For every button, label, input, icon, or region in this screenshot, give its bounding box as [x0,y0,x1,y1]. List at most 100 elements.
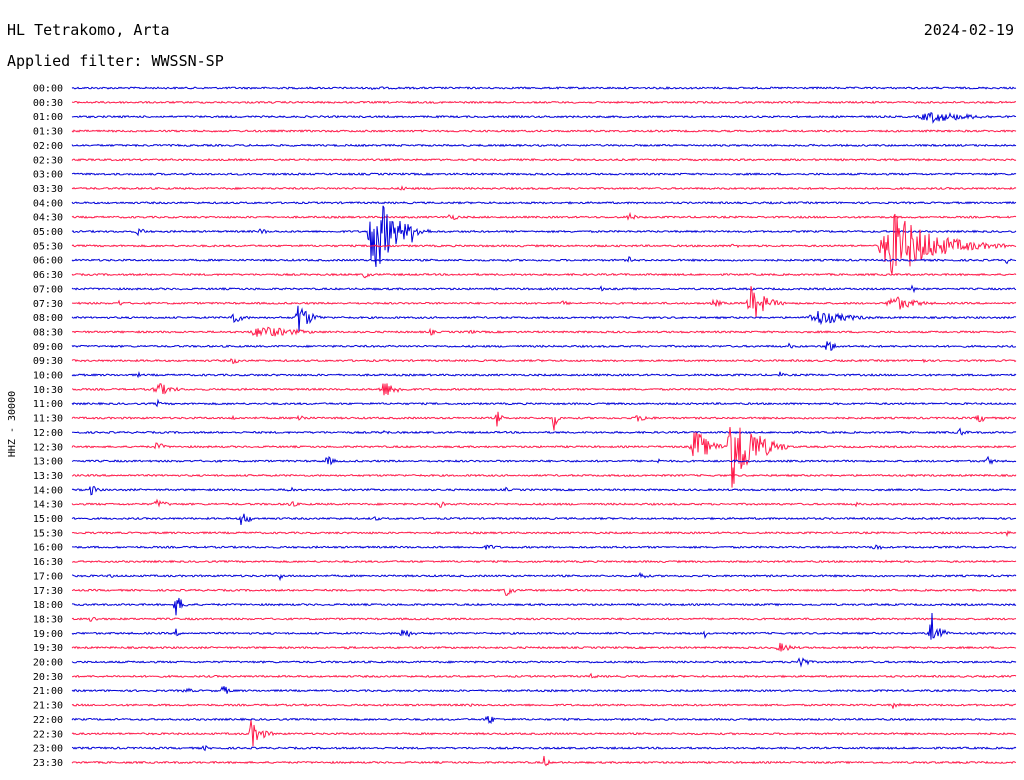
time-tick-label: 14:30 [33,500,63,511]
trace-line-0430 [71,211,1017,221]
time-tick-label: 06:30 [33,270,63,281]
time-tick-label: 07:30 [33,299,63,310]
plot-date: 2024-02-19 [923,21,1014,39]
time-tick-label: 05:00 [33,227,63,238]
time-tick-label: 06:00 [33,256,63,267]
trace-line-0400 [71,200,1017,205]
filter-label: Applied filter: WWSSN-SP [7,52,224,70]
trace-line-1930 [71,642,1017,652]
trace-line-1830 [71,616,1017,622]
trace-line-1900 [71,612,1017,640]
time-tick-label: 12:00 [33,428,63,439]
trace-line-0830 [72,326,1017,337]
time-tick-label: 17:30 [33,586,63,597]
trace-line-0200 [71,143,1017,148]
time-tick-label: 03:00 [33,170,63,181]
trace-line-1000 [71,370,1017,379]
time-tick-label: 11:30 [33,414,63,425]
trace-line-0630 [71,272,1017,279]
time-tick-label: 15:30 [33,528,63,539]
time-tick-label: 02:00 [33,141,63,152]
time-tick-label: 21:30 [33,701,63,712]
trace-line-0100 [71,111,1017,124]
time-tick-label: 20:30 [33,672,63,683]
trace-line-1600 [72,544,1017,551]
time-tick-label: 13:30 [33,471,63,482]
time-tick-label: 00:00 [33,84,63,95]
time-tick-label: 08:30 [33,327,63,338]
trace-line-1100 [71,398,1017,408]
time-tick-label: 14:00 [33,485,63,496]
trace-line-1230 [71,427,1017,488]
time-tick-label: 08:00 [33,313,63,324]
time-tick-label: 10:30 [33,385,63,396]
time-tick-label: 16:30 [33,557,63,568]
trace-line-0500 [71,205,1017,267]
trace-line-1330 [71,473,1017,478]
time-tick-label: 19:30 [33,643,63,654]
trace-line-0730 [71,286,1017,318]
time-tick-label: 18:00 [33,600,63,611]
trace-line-2300 [71,744,1017,752]
trace-line-0600 [71,256,1017,265]
time-tick-label: 04:30 [33,213,63,224]
trace-line-0530 [71,213,1017,275]
trace-line-0800 [71,305,1017,332]
trace-line-1430 [71,498,1017,508]
time-tick-label: 01:00 [33,112,63,123]
trace-line-2200 [71,715,1017,725]
time-tick-label: 02:30 [33,155,63,166]
trace-line-0300 [71,172,1017,176]
time-tick-label: 23:00 [33,744,63,755]
trace-line-2230 [71,720,1017,747]
time-tick-label: 00:30 [33,98,63,109]
trace-line-1530 [71,529,1017,538]
time-tick-label: 19:00 [33,629,63,640]
time-tick-label: 03:30 [33,184,63,195]
time-tick-label: 07:00 [33,284,63,295]
time-tick-label: 09:00 [33,342,63,353]
trace-line-0330 [71,185,1017,191]
trace-line-1130 [71,411,1017,431]
trace-line-2000 [71,657,1017,668]
time-tick-label: 15:00 [33,514,63,525]
time-tick-label: 09:30 [33,356,63,367]
trace-line-0030 [71,100,1017,105]
trace-line-1030 [71,383,1017,396]
time-tick-label: 18:30 [33,614,63,625]
time-tick-group: 00:00 00:30 01:00 01:30 02:00 02:30 03:00 03:30… [33,84,63,769]
time-tick-label: 20:00 [33,658,63,669]
time-tick-label: 17:00 [33,571,63,582]
trace-line-0130 [71,129,1017,133]
y-axis-label: HHZ - 30000 [7,391,18,457]
trace-line-0930 [71,358,1017,365]
trace-line-1300 [71,455,1017,466]
time-tick-label: 01:30 [33,127,63,138]
time-tick-label: 16:00 [33,543,63,554]
time-tick-label: 05:30 [33,241,63,252]
trace-line-2030 [71,672,1017,679]
time-tick-label: 12:30 [33,442,63,453]
station-title: HL Tetrakomo, Arta [7,21,170,39]
trace-group [71,86,1017,767]
trace-line-2330 [71,755,1017,767]
trace-line-1400 [71,485,1017,496]
trace-line-1730 [71,587,1017,596]
trace-line-1500 [71,513,1017,525]
trace-line-1700 [71,571,1017,582]
time-tick-label: 11:00 [33,399,63,410]
trace-line-0230 [71,157,1017,162]
time-tick-label: 23:30 [33,758,63,769]
trace-line-0700 [71,284,1017,294]
time-tick-label: 10:00 [33,371,63,382]
time-tick-label: 13:00 [33,457,63,468]
trace-line-1800 [71,597,1017,616]
time-tick-label: 22:30 [33,729,63,740]
trace-line-2130 [71,702,1017,709]
trace-line-2100 [71,686,1017,694]
trace-line-1200 [72,427,1017,436]
time-tick-label: 22:00 [33,715,63,726]
time-tick-label: 21:00 [33,686,63,697]
trace-line-1630 [71,559,1017,564]
